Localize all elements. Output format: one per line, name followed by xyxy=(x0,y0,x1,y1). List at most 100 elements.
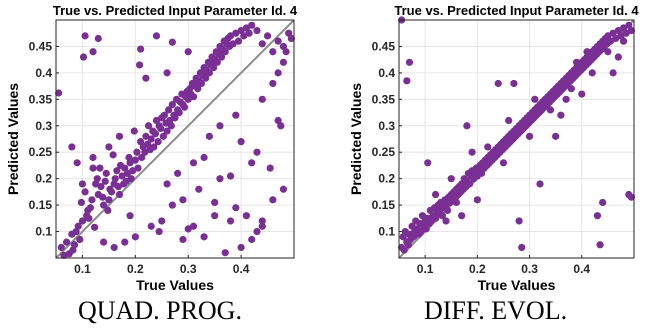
chart-title: True vs. Predicted Input Parameter Id. 4 xyxy=(53,3,298,18)
data-point xyxy=(135,61,144,69)
data-point xyxy=(189,159,198,167)
data-point xyxy=(152,32,161,40)
data-point xyxy=(97,183,105,191)
data-point xyxy=(226,217,235,225)
data-point xyxy=(242,212,250,220)
data-point xyxy=(442,217,450,225)
data-point xyxy=(499,159,508,167)
data-point xyxy=(130,127,138,135)
x-tick-label: 0.2 xyxy=(127,262,144,276)
data-point xyxy=(85,214,93,222)
y-tick-label: 0.35 xyxy=(372,92,396,106)
data-point xyxy=(131,233,139,241)
x-tick-label: 0.1 xyxy=(417,262,434,276)
data-point xyxy=(515,217,523,225)
data-point xyxy=(194,85,202,93)
data-point xyxy=(258,217,266,225)
data-point xyxy=(74,222,82,230)
chart-quad-prog: 0.1 0.2 0.3 0.4 0.1 0.15 0.2 0.25 0.3 0.35 0.4 0.45… xyxy=(5,3,298,293)
data-point xyxy=(155,227,163,236)
data-point xyxy=(210,64,218,72)
data-point xyxy=(447,175,455,183)
data-point xyxy=(110,243,118,252)
data-point xyxy=(424,159,432,167)
y-tick-label: 0.25 xyxy=(29,145,53,159)
data-point xyxy=(157,124,165,133)
data-point xyxy=(279,58,288,66)
data-point xyxy=(205,132,213,140)
data-point xyxy=(619,37,628,45)
data-point xyxy=(144,122,153,130)
data-point xyxy=(609,69,617,77)
data-point xyxy=(78,217,87,225)
data-point xyxy=(88,196,96,204)
data-point xyxy=(91,223,99,231)
data-point xyxy=(546,106,555,114)
data-point xyxy=(109,151,117,159)
data-point xyxy=(216,175,224,183)
y-tick-label: 0.3 xyxy=(35,119,52,133)
data-point xyxy=(163,180,171,188)
data-point xyxy=(274,116,282,125)
data-point xyxy=(102,169,110,177)
data-point xyxy=(465,180,474,188)
data-point xyxy=(57,243,65,252)
data-point xyxy=(131,156,139,164)
y-tick-label: 0.35 xyxy=(29,92,53,106)
data-point xyxy=(205,69,213,77)
data-point xyxy=(572,58,581,66)
data-point xyxy=(98,193,107,201)
data-point xyxy=(189,222,198,230)
data-point xyxy=(189,93,198,101)
data-point xyxy=(494,79,502,88)
x-tick-label: 0.2 xyxy=(469,262,486,276)
data-point xyxy=(567,85,575,93)
y-tick-label: 0.2 xyxy=(378,172,395,186)
data-point xyxy=(248,21,256,29)
y-tick-label: 0.15 xyxy=(29,198,53,212)
data-point xyxy=(484,143,492,151)
data-point xyxy=(115,132,124,140)
data-point xyxy=(253,148,261,156)
chart-title: True vs. Predicted Input Parameter Id. 4 xyxy=(394,3,639,18)
y-tick-label: 0.45 xyxy=(372,39,396,53)
data-point xyxy=(593,212,602,220)
data-point xyxy=(70,241,79,249)
data-point xyxy=(216,122,224,130)
data-point xyxy=(126,212,134,220)
data-point xyxy=(266,164,274,172)
data-point xyxy=(111,175,119,183)
data-point xyxy=(604,48,612,56)
data-point xyxy=(133,148,141,156)
data-point xyxy=(138,153,146,162)
data-point xyxy=(269,79,277,88)
data-point xyxy=(258,40,266,48)
data-point xyxy=(105,143,113,151)
data-point xyxy=(158,217,166,225)
data-point xyxy=(234,37,243,45)
data-point xyxy=(614,53,622,61)
data-point xyxy=(263,32,272,40)
data-point xyxy=(113,167,121,175)
data-point xyxy=(121,238,129,246)
y-tick-label: 0.2 xyxy=(35,172,52,186)
data-point xyxy=(168,201,176,209)
data-point xyxy=(167,122,175,130)
data-point xyxy=(458,212,466,220)
data-point xyxy=(258,222,266,230)
data-point xyxy=(93,175,101,183)
data-point xyxy=(510,79,518,88)
data-point xyxy=(525,132,534,140)
data-point xyxy=(79,53,88,61)
data-point xyxy=(531,95,539,103)
axes-box xyxy=(398,19,635,259)
data-point xyxy=(115,190,124,199)
data-point xyxy=(213,58,221,66)
data-point xyxy=(237,243,245,252)
data-point xyxy=(184,48,192,56)
data-point xyxy=(197,79,206,88)
data-point xyxy=(552,132,560,140)
data-point xyxy=(73,159,81,167)
y-axis-label: Predicted Values xyxy=(5,83,21,195)
data-point xyxy=(431,190,440,199)
